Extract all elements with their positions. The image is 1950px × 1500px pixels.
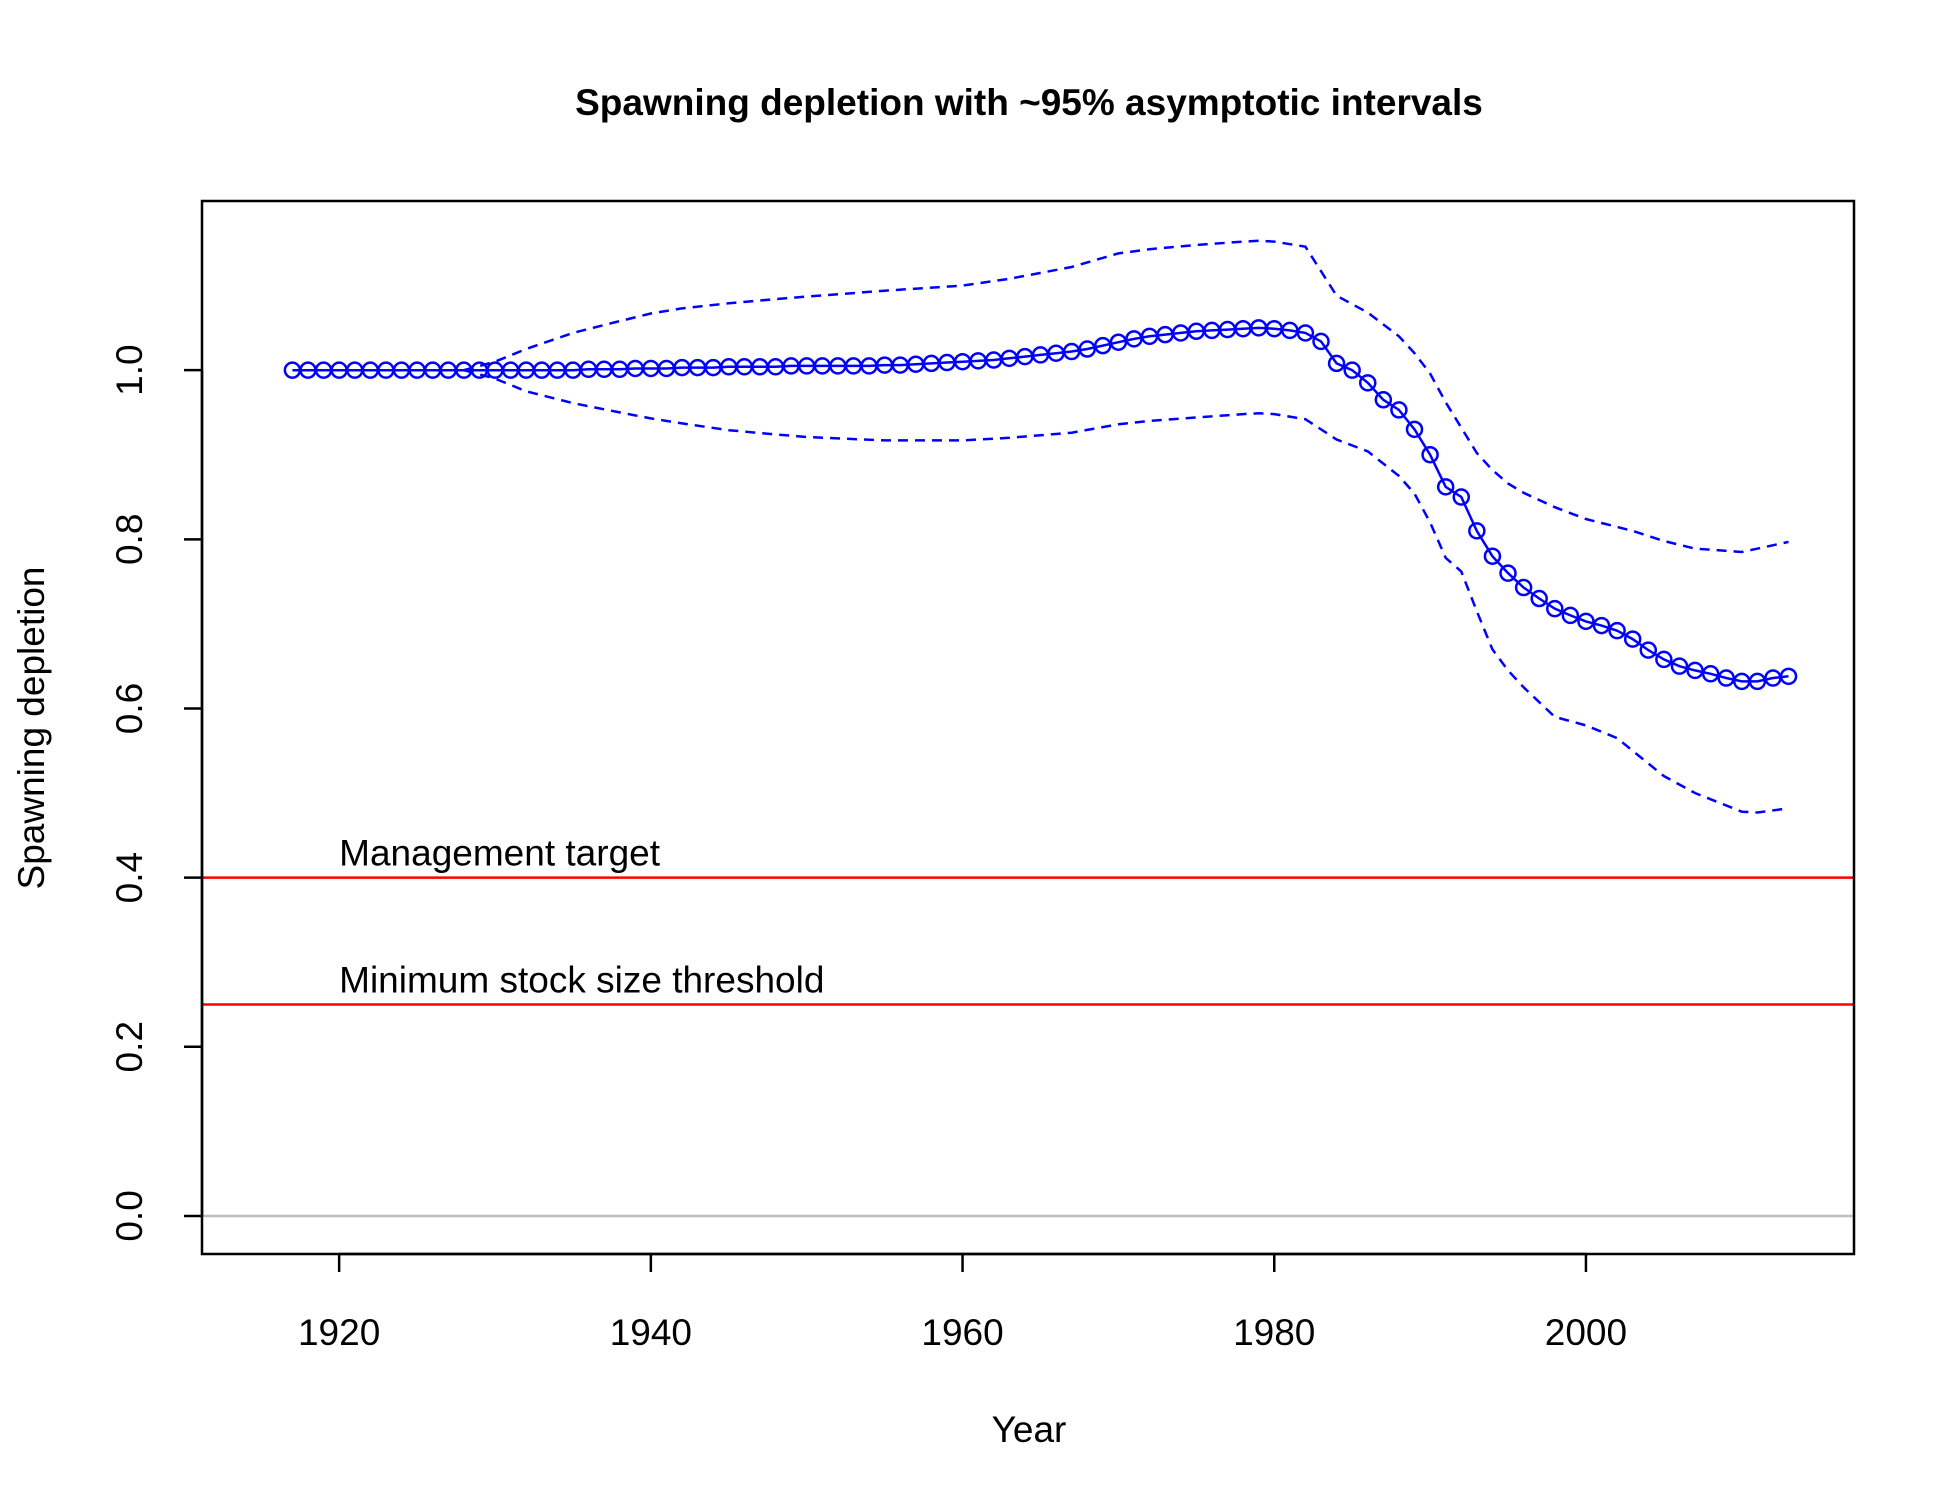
y-tick-label: 0.8: [109, 514, 150, 565]
data-point: [1670, 657, 1689, 675]
data-point: [1296, 324, 1315, 342]
data-point: [1686, 661, 1704, 680]
x-tick-label: 1940: [610, 1312, 692, 1353]
x-axis: 1920 1940 1960 1980 2000: [298, 1252, 1627, 1353]
data-point: [1530, 589, 1548, 608]
data-point: [1078, 340, 1096, 358]
series-3-line: [463, 368, 1789, 814]
data-point: [1779, 667, 1798, 686]
data-point: [1701, 665, 1720, 683]
data-point: [1390, 401, 1408, 419]
y-axis-title: Spawning depletion: [11, 567, 52, 890]
y-tick-label: 0.0: [109, 1190, 150, 1241]
data-point: [1608, 621, 1626, 640]
data-point: [1405, 420, 1424, 439]
data-point: [1452, 488, 1471, 506]
y-axis: 0.0 0.2 0.4 0.6 0.8 1.0: [109, 344, 204, 1242]
data-point: [1421, 445, 1439, 464]
data-point: [1499, 564, 1517, 582]
y-tick-label: 0.6: [109, 683, 150, 734]
x-tick-label: 1920: [298, 1312, 380, 1353]
data-point: [1327, 354, 1346, 373]
data-point: [1374, 391, 1393, 409]
chart-title: Spawning depletion with ~95% asymptotic …: [575, 82, 1483, 123]
x-tick-label: 1960: [921, 1312, 1003, 1353]
plot-area: Management target Minimum stock size thre…: [202, 239, 1854, 1218]
y-tick-label: 0.2: [109, 1021, 150, 1072]
data-point: [1094, 336, 1112, 355]
series-1-line: [292, 326, 1789, 683]
plot-frame: [200, 199, 1856, 1256]
x-axis-title: Year: [992, 1409, 1067, 1450]
series-2-line: [463, 239, 1789, 554]
data-point: [1468, 522, 1486, 540]
y-tick-label: 1.0: [109, 344, 150, 395]
data-point: [1577, 612, 1595, 631]
y-tick-label: 0.4: [109, 852, 150, 903]
data-point: [1343, 361, 1361, 379]
data-point: [1623, 630, 1642, 648]
data-point: [1359, 374, 1377, 392]
data-point: [1514, 578, 1533, 597]
data-point: [1561, 606, 1580, 625]
data-point: [1655, 650, 1673, 669]
data-point: [1717, 669, 1735, 687]
x-tick-label: 2000: [1545, 1312, 1627, 1353]
data-point: [1748, 672, 1767, 691]
data-point: [1109, 333, 1128, 351]
data-point: [1639, 641, 1658, 659]
data-point: [1436, 478, 1455, 496]
data-point: [1483, 547, 1502, 565]
data-point: [1546, 599, 1564, 618]
data-point: [1312, 332, 1330, 351]
reference-label-2: Minimum stock size threshold: [339, 959, 824, 1000]
x-tick-label: 1980: [1233, 1312, 1315, 1353]
data-point: [1592, 616, 1611, 635]
reference-label-1: Management target: [339, 833, 661, 874]
